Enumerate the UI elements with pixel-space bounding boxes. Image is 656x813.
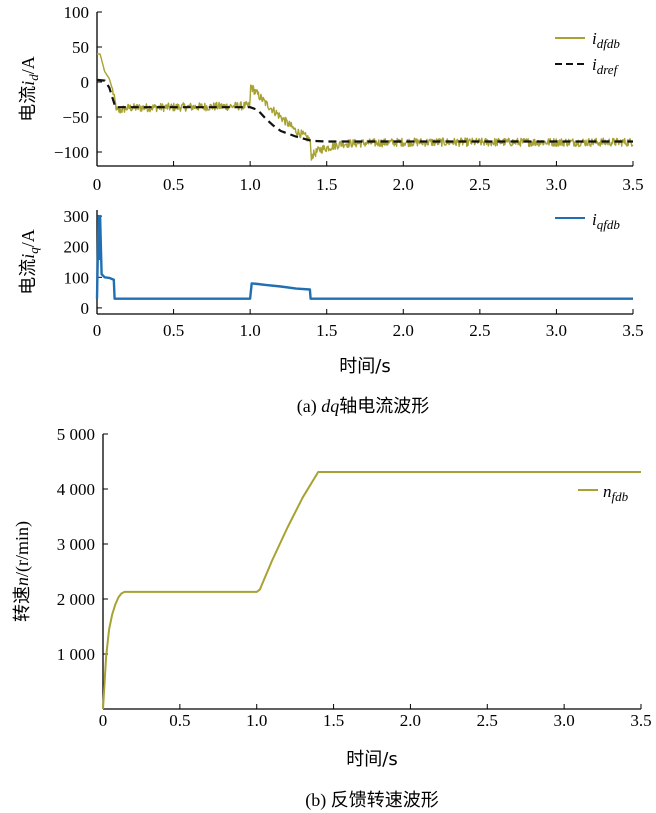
y-axis-label-prefix: 电流 bbox=[18, 259, 39, 295]
x-tick-label: 1.0 bbox=[240, 175, 261, 194]
y-tick-label: 200 bbox=[64, 238, 90, 257]
legend-label-sub: dref bbox=[597, 62, 620, 77]
y-tick-label: 1 000 bbox=[57, 645, 95, 664]
legend-label-sub: qfdb bbox=[597, 217, 621, 232]
y-axis-label: 转速n/(r/min) bbox=[12, 521, 33, 622]
legend-label-dref: idref bbox=[592, 55, 620, 77]
y-tick-label: 0 bbox=[81, 299, 90, 318]
series-line-qfdb bbox=[95, 214, 633, 300]
x-tick-label: 0.5 bbox=[163, 321, 184, 340]
x-tick-label: 3.5 bbox=[622, 175, 643, 194]
y-tick-label: 2 000 bbox=[57, 590, 95, 609]
x-axis-title: 时间/s bbox=[346, 749, 397, 770]
chart-panel-iq: 0 0.5 1.0 1.5 2.0 2.5 3.0 3.53002001000电流iq/A时间… bbox=[18, 207, 644, 417]
y-axis-label-var: i bbox=[18, 254, 38, 259]
figure-caption: (b) 反馈转速波形 bbox=[305, 790, 439, 811]
figure-caption: (a) dq轴电流波形 bbox=[297, 396, 429, 417]
x-tick-label: 3.5 bbox=[622, 321, 643, 340]
legend-label-qfdb: iqfdb bbox=[592, 210, 620, 232]
x-tick-label: 0 bbox=[99, 711, 108, 730]
y-axis-label-unit: /A bbox=[18, 229, 38, 247]
x-tick-label: 2.5 bbox=[477, 711, 498, 730]
x-tick-label: 0 bbox=[93, 175, 102, 194]
x-tick-label: 3.5 bbox=[630, 711, 651, 730]
chart-panel-speed: 0 0.5 1.0 1.5 2.0 2.5 3.0 3.5 5 000 4 000 3 000 2 0… bbox=[12, 425, 652, 811]
y-axis-label-sub: q bbox=[26, 247, 41, 254]
x-axis-title: 时间/s bbox=[339, 356, 390, 377]
x-tick-label: 3.0 bbox=[554, 711, 575, 730]
y-tick-label: 100 bbox=[64, 3, 90, 22]
y-axis-label: 电流iq/A bbox=[18, 229, 41, 295]
x-tick-label: 1.5 bbox=[316, 175, 337, 194]
legend-label-main: i bbox=[592, 55, 597, 74]
x-tick-label: 3.0 bbox=[546, 175, 567, 194]
x-tick-label: 2.0 bbox=[393, 175, 414, 194]
legend-label-main: i bbox=[592, 210, 597, 229]
legend-label-main: n bbox=[603, 482, 612, 501]
caption-prefix: (b) bbox=[305, 790, 331, 811]
legend-label-sub: dfdb bbox=[597, 36, 621, 51]
x-tick-label: 2.0 bbox=[400, 711, 421, 730]
x-tick-label: 3.0 bbox=[546, 321, 567, 340]
y-tick-label: 50 bbox=[72, 38, 89, 57]
x-tick-label: 0.5 bbox=[169, 711, 190, 730]
y-axis-label: 电流id/A bbox=[18, 56, 41, 122]
y-axis-label-prefix: 转速 bbox=[12, 586, 33, 622]
x-tick-label: 0 bbox=[93, 321, 102, 340]
series-line-dref bbox=[96, 78, 633, 143]
y-axis-label-unit: /(r/min) bbox=[12, 521, 33, 577]
y-tick-label: 4 000 bbox=[57, 480, 95, 499]
legend-label-main: i bbox=[592, 29, 597, 48]
x-tick-label: 2.5 bbox=[469, 175, 490, 194]
y-tick-label: 300 bbox=[64, 207, 90, 226]
legend-label-sub: fdb bbox=[612, 489, 629, 504]
series-line-fdb bbox=[102, 471, 641, 710]
x-tick-label: 2.0 bbox=[393, 321, 414, 340]
y-axis-label-prefix: 电流 bbox=[18, 86, 39, 122]
y-axis-label-sub: d bbox=[26, 74, 41, 81]
y-axis-label-var: n bbox=[12, 577, 32, 586]
chart-panel-id: 0 0.5 1.0 1.5 2.0 2.5 3.0 3.5100500−50−100电流id/… bbox=[18, 3, 644, 194]
x-tick-label: 1.5 bbox=[323, 711, 344, 730]
y-tick-label: 100 bbox=[64, 268, 90, 287]
y-axis-label-var: i bbox=[18, 81, 38, 86]
legend-label-fdb: nfdb bbox=[603, 482, 629, 504]
caption-prefix: (a) bbox=[297, 396, 321, 417]
legend-label-dfdb: idfdb bbox=[592, 29, 620, 51]
x-tick-label: 2.5 bbox=[469, 321, 490, 340]
x-tick-label: 1.0 bbox=[240, 321, 261, 340]
series-line-dfdb bbox=[96, 53, 634, 161]
x-tick-label: 1.0 bbox=[246, 711, 267, 730]
x-tick-label: 0.5 bbox=[163, 175, 184, 194]
y-tick-label: 5 000 bbox=[57, 425, 95, 444]
y-axis-label-unit: /A bbox=[18, 56, 38, 74]
caption-var: dq bbox=[321, 396, 339, 416]
y-tick-label: −100 bbox=[54, 143, 89, 162]
y-tick-label: 0 bbox=[81, 73, 90, 92]
caption-text: 反馈转速波形 bbox=[331, 790, 439, 811]
y-tick-label: 3 000 bbox=[57, 535, 95, 554]
x-tick-label: 1.5 bbox=[316, 321, 337, 340]
caption-text: 轴电流波形 bbox=[339, 396, 429, 417]
y-tick-label: −50 bbox=[62, 108, 89, 127]
